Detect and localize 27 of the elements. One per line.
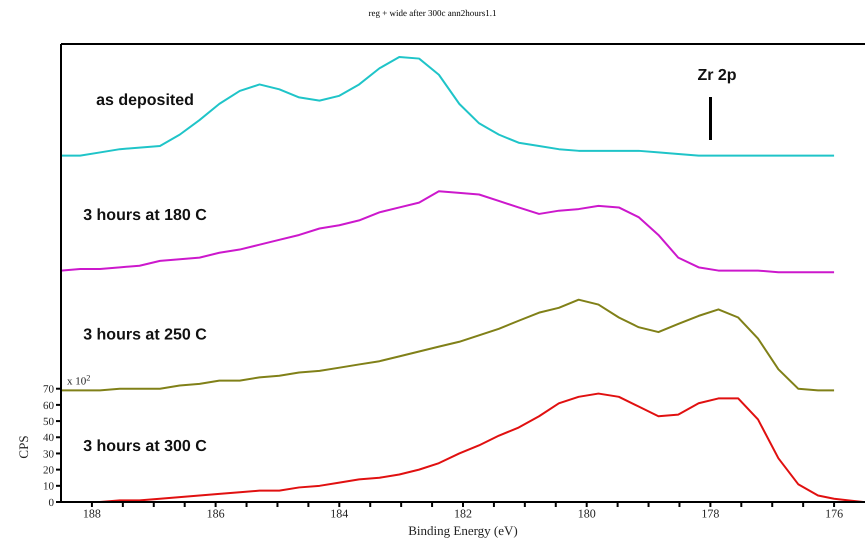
y-tick-label: 30 [43,448,54,460]
x-tick-label: 182 [454,506,472,521]
text: 3 hours at 250 C [83,326,208,344]
line-series [61,56,836,157]
y-tick-label: 0 [48,496,54,509]
text: 3 hours at 300 C [83,438,208,456]
x-tick-label: 176 [825,506,844,521]
line-series [61,190,836,274]
y-tick-label: 10 [43,480,54,493]
chart-title: reg + wide after 300c ann2hours1.1 [367,8,498,18]
series-label: 3 hours at 180 C [83,206,208,224]
annotation: x 10$^{2}$ [67,373,90,388]
x-tick-label: 188 [82,506,101,521]
y-tick-label: 50 [43,416,54,428]
x-axis-title: Binding Energy (eV) [408,523,518,538]
x-tick-label: 178 [701,506,720,521]
y-tick-label: 40 [43,432,54,444]
x-tick-label: 186 [206,506,225,521]
y-tick-label: 60 [43,400,54,412]
line-series [61,298,836,392]
annotation: Zr 2p [697,67,737,84]
series-label: as deposited [96,92,194,109]
y-axis-title: CPS [16,435,31,459]
x-tick-label: 180 [578,506,596,521]
x-tick-label: 184 [330,506,348,521]
y-tick-label: 70 [43,384,54,396]
y-tick-label: 20 [43,464,54,477]
